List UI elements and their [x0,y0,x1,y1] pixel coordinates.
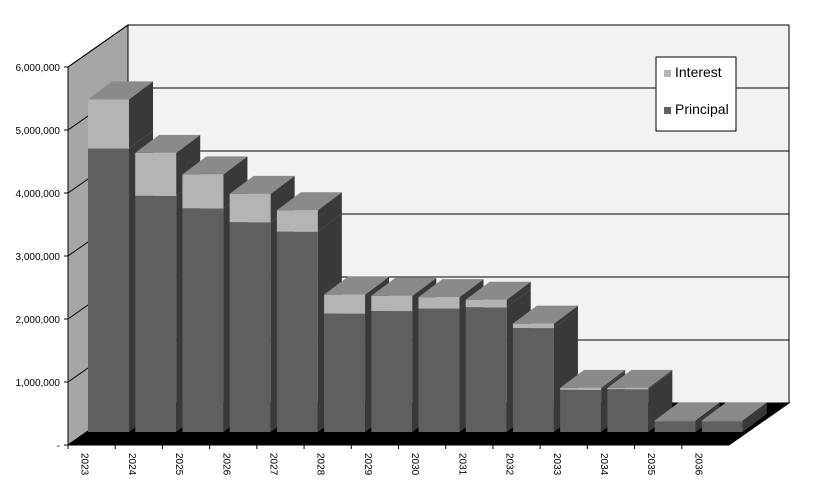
legend-label-interest: Interest [675,64,722,80]
bar-interest-2031 [465,299,507,308]
bar-interest-2030 [418,297,460,309]
bar-side-interest-2023 [129,81,153,149]
x-tick-label: 2033 [551,453,562,476]
x-tick-label: 2028 [315,453,326,476]
x-tick-label: 2029 [362,453,373,476]
bar-side-interest-2031 [506,281,531,308]
bar-top-2026 [229,175,295,194]
bar-principal-2029 [371,311,413,432]
bar-side-interest-2036 [742,402,767,422]
y-tick-label: 1,000,000 [16,378,61,389]
bar-interest-2036 [701,420,743,422]
bar-principal-2026 [229,222,271,432]
bar-principal-2024 [135,195,177,432]
x-tick-label: 2036 [692,453,703,476]
bar-principal-2032 [512,328,554,432]
bar-interest-2026 [229,193,271,223]
y-tick-label: 6,000,000 [16,63,61,74]
bar-principal-2033 [560,389,602,432]
bar-principal-2034 [607,389,649,432]
bar-interest-2025 [182,174,224,209]
bar-interest-2029 [371,295,413,312]
x-tick-label: 2026 [220,453,231,476]
bar-side-principal-2036 [742,403,767,432]
bar-top-2034 [607,369,673,388]
legend-swatch-principal [664,107,671,114]
bar-interest-2028 [324,294,366,314]
x-tick-label: 2031 [456,453,467,476]
bar-side-interest-2030 [459,279,484,309]
x-tick-label: 2032 [504,453,515,476]
bar-group-2032 [512,305,578,432]
bar-group-2035 [654,402,720,432]
bar-group-2036 [701,402,767,432]
x-tick-label: 2035 [645,453,656,476]
x-tick-label: 2034 [598,453,609,476]
bars [88,81,767,432]
y-tick-label: 4,000,000 [16,189,61,200]
x-tick-label: 2027 [267,453,278,476]
bar-side-interest-2033 [601,369,626,390]
bar-top-2031 [465,281,531,300]
legend-label-principal: Principal [675,101,729,117]
gridline-side [67,24,129,68]
bar-principal-2035 [654,421,696,432]
bar-side-interest-2025 [223,156,248,209]
x-tick-label: 2024 [126,453,137,476]
bar-principal-2023 [88,148,129,432]
bar-interest-2033 [560,387,602,390]
bar-side-interest-2035 [695,402,720,422]
bar-side-interest-2032 [553,305,578,329]
bar-principal-2027 [276,231,318,432]
legend: Interest Principal [655,56,737,132]
bar-top-2029 [371,277,437,296]
bar-top-2027 [276,192,342,211]
legend-box [655,56,737,132]
bar-top-2028 [324,276,390,295]
bar-top-2025 [182,156,248,175]
bar-interest-2035 [654,420,696,422]
bar-principal-2025 [182,208,224,432]
bar-top-2030 [418,279,484,298]
bar-principal-2028 [324,313,366,432]
bar-side-interest-2027 [317,192,342,232]
bar-side-interest-2034 [648,369,673,390]
x-tick-label: 2025 [173,453,184,476]
bar-top-2024 [135,134,201,153]
bar-top-2036 [701,402,767,421]
legend-swatch-interest [664,70,671,77]
bar-principal-2031 [465,307,507,432]
bar-side-interest-2026 [270,175,295,223]
bar-top-2033 [560,369,626,388]
y-tick-label: - [57,441,60,452]
bar-top-2023 [88,81,153,100]
bar-interest-2027 [276,210,318,232]
bar-interest-2032 [512,323,554,329]
bar-principal-2036 [701,421,743,432]
y-tick-label: 5,000,000 [16,126,61,137]
y-tick-label: 2,000,000 [16,315,61,326]
bar-top-2032 [512,305,578,324]
bar-principal-2030 [418,308,460,432]
bar-interest-2023 [88,99,129,149]
x-tick-label: 2030 [409,453,420,476]
bar-interest-2034 [607,387,649,390]
bar-interest-2024 [135,152,177,196]
x-tick-label: 2023 [79,453,90,476]
y-axis: - 1,000,000 2,000,000 3,000,000 4,000,000 5,0… [16,63,69,452]
bar-top-2035 [654,402,720,421]
y-tick-label: 3,000,000 [16,252,61,263]
x-axis: 2023 2024 2025 2026 2027 2028 2029 2030 2031 2032… [67,444,729,476]
